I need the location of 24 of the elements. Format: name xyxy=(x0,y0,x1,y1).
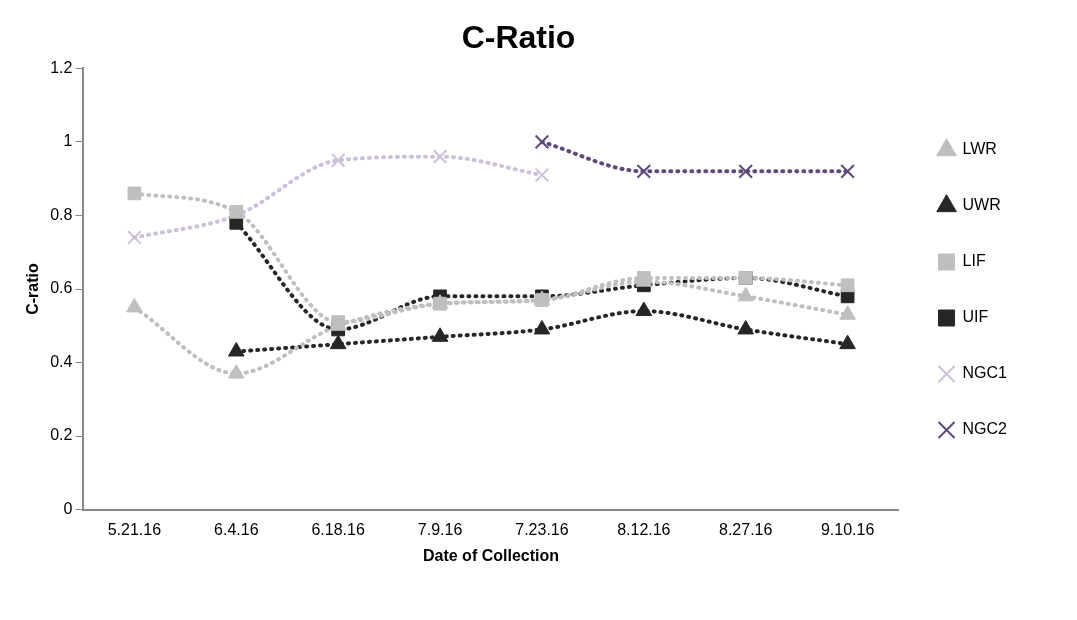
chart-title: C-Ratio xyxy=(461,19,576,56)
y-tick-label: 0.4 xyxy=(50,352,73,370)
y-tick-label: 0.2 xyxy=(50,426,73,444)
x-tick-label: 8.12.16 xyxy=(617,520,671,538)
x-tick-label: 9.10.16 xyxy=(820,520,875,538)
y-tick-label: 1.2 xyxy=(50,58,73,76)
x-tick-label: 5.21.16 xyxy=(107,520,162,538)
y-tick-label: 0.8 xyxy=(50,205,73,223)
legend-label: LIF xyxy=(962,252,986,270)
legend-label: UIF xyxy=(962,308,989,326)
legend-label: LWR xyxy=(962,140,997,158)
y-tick-label: 0 xyxy=(63,500,73,518)
legend-label: NGC2 xyxy=(962,420,1008,438)
y-axis-title: C-ratio xyxy=(24,263,42,315)
legend-label: NGC1 xyxy=(962,364,1008,382)
legend-label: UWR xyxy=(962,196,1001,214)
x-tick-label: 7.9.16 xyxy=(417,520,463,538)
x-tick-label: 8.27.16 xyxy=(719,520,773,538)
x-tick-label: 6.18.16 xyxy=(311,520,365,538)
y-tick-label: 1 xyxy=(63,132,73,150)
y-tick-label: 0.6 xyxy=(50,279,73,297)
x-tick-label: 6.4.16 xyxy=(214,520,259,538)
x-tick-label: 7.23.16 xyxy=(515,520,569,538)
x-axis-title: Date of Collection xyxy=(422,546,559,564)
